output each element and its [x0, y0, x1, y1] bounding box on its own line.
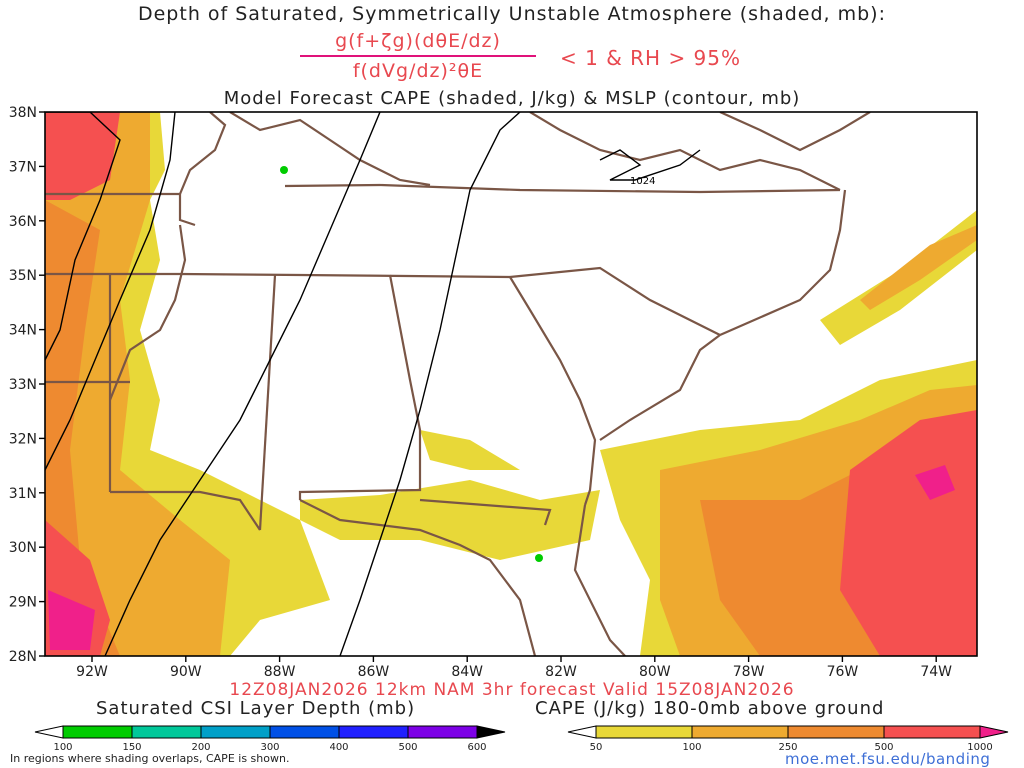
lon-tick-label: 92W	[76, 664, 108, 680]
lon-tick-label: 90W	[170, 664, 202, 680]
lat-tick-label: 31N	[9, 486, 37, 502]
lon-tick-label: 88W	[264, 664, 296, 680]
colorbar-swatch	[200, 725, 271, 739]
colorbar-tick-label: 300	[260, 742, 279, 753]
cape-colorbar: 50 100 250 500 1000	[567, 725, 1009, 753]
formula-numerator: g(f+ζg)(dθE/dz)	[335, 30, 501, 52]
map-panel: 1024	[45, 112, 977, 656]
cape-shading-gulf-2	[420, 430, 520, 470]
lon-tick-label: 74W	[920, 664, 952, 680]
lat-tick-label: 28N	[9, 649, 37, 665]
state-borders	[45, 112, 871, 656]
lat-tick-label: 38N	[9, 105, 37, 121]
colorbar-tick-label: 150	[122, 742, 141, 753]
formula-fraction: g(f+ζg)(dθE/dz) f(dVg/dz)²θE	[300, 28, 536, 83]
colorbar-swatch	[787, 725, 885, 739]
title-line-1: Depth of Saturated, Symmetrically Unstab…	[137, 3, 886, 25]
colorbar-arrow-right	[476, 725, 506, 739]
fraction-bar	[300, 55, 536, 57]
csi-colorbar: 100 150 200 300 400 500 600	[34, 725, 506, 753]
colorbar-tick-label: 600	[467, 742, 486, 753]
lon-tick-label: 82W	[545, 664, 577, 680]
colorbar-tick-label: 500	[398, 742, 417, 753]
cape-shading-west-pink	[48, 590, 95, 650]
colorbar-swatch	[62, 725, 133, 739]
colorbar-arrow-left	[567, 725, 597, 739]
colorbar-tick-label: 100	[53, 742, 72, 753]
cape-shading-southeast-p	[915, 465, 955, 500]
forecast-valid-time: 12Z08JAN2026 12km NAM 3hr forecast Valid…	[229, 680, 795, 700]
colorbar-tick-label: 100	[682, 742, 701, 753]
lon-tick-label: 78W	[733, 664, 765, 680]
csi-spot	[535, 554, 543, 562]
lat-tick-label: 34N	[9, 323, 37, 339]
overlap-note: In regions where shading overlaps, CAPE …	[10, 752, 290, 765]
lon-tick-label: 84W	[451, 664, 483, 680]
csi-colorbar-title: Saturated CSI Layer Depth (mb)	[96, 698, 416, 719]
colorbar-tick-label: 200	[191, 742, 210, 753]
cape-shading-gulf	[300, 480, 600, 560]
colorbar-swatch	[595, 725, 693, 739]
colorbar-tick-label: 500	[874, 742, 893, 753]
formula-denominator: f(dVg/dz)²θE	[352, 60, 484, 82]
colorbar-swatch	[691, 725, 789, 739]
colorbar-swatch	[883, 725, 981, 739]
colorbar-tick-label: 1000	[967, 742, 992, 753]
colorbar-tick-label: 400	[329, 742, 348, 753]
colorbar-tick-label: 250	[778, 742, 797, 753]
cape-shading-atlantic-o	[860, 225, 977, 310]
lon-tick-label: 76W	[827, 664, 859, 680]
colorbar-arrow-right	[979, 725, 1009, 739]
contour-label: 1024	[630, 176, 655, 187]
colorbar-swatch	[338, 725, 409, 739]
colorbar-tick-label: 50	[590, 742, 603, 753]
lon-tick-label: 80W	[639, 664, 671, 680]
lon-tick-label: 86W	[358, 664, 390, 680]
lat-tick-label: 37N	[9, 159, 37, 175]
credit-link[interactable]: moe.met.fsu.edu/banding	[785, 750, 991, 768]
colorbar-swatch	[131, 725, 202, 739]
colorbar-swatch	[407, 725, 478, 739]
formula-condition: < 1 & RH > 95%	[560, 46, 742, 70]
cape-colorbar-title: CAPE (J/kg) 180-0mb above ground	[535, 698, 885, 719]
csi-spot	[280, 166, 288, 174]
lat-tick-label: 33N	[9, 377, 37, 393]
title-line-3: Model Forecast CAPE (shaded, J/kg) & MSL…	[223, 88, 801, 109]
lat-tick-label: 29N	[9, 595, 37, 611]
colorbar-swatch	[269, 725, 340, 739]
colorbar-arrow-left	[34, 725, 64, 739]
lat-tick-label: 36N	[9, 214, 37, 230]
lat-tick-label: 35N	[9, 268, 37, 284]
lat-tick-label: 32N	[9, 431, 37, 447]
lat-tick-label: 30N	[9, 540, 37, 556]
cape-shading-west-red	[45, 112, 120, 200]
longitude-axis: 92W 90W 88W 86W 84W 82W 80W 78W 76W 74W	[76, 656, 952, 680]
latitude-axis: 38N 37N 36N 35N 34N 33N 32N 31N 30N 29N 28N	[9, 105, 45, 665]
mslp-contours	[45, 112, 701, 656]
